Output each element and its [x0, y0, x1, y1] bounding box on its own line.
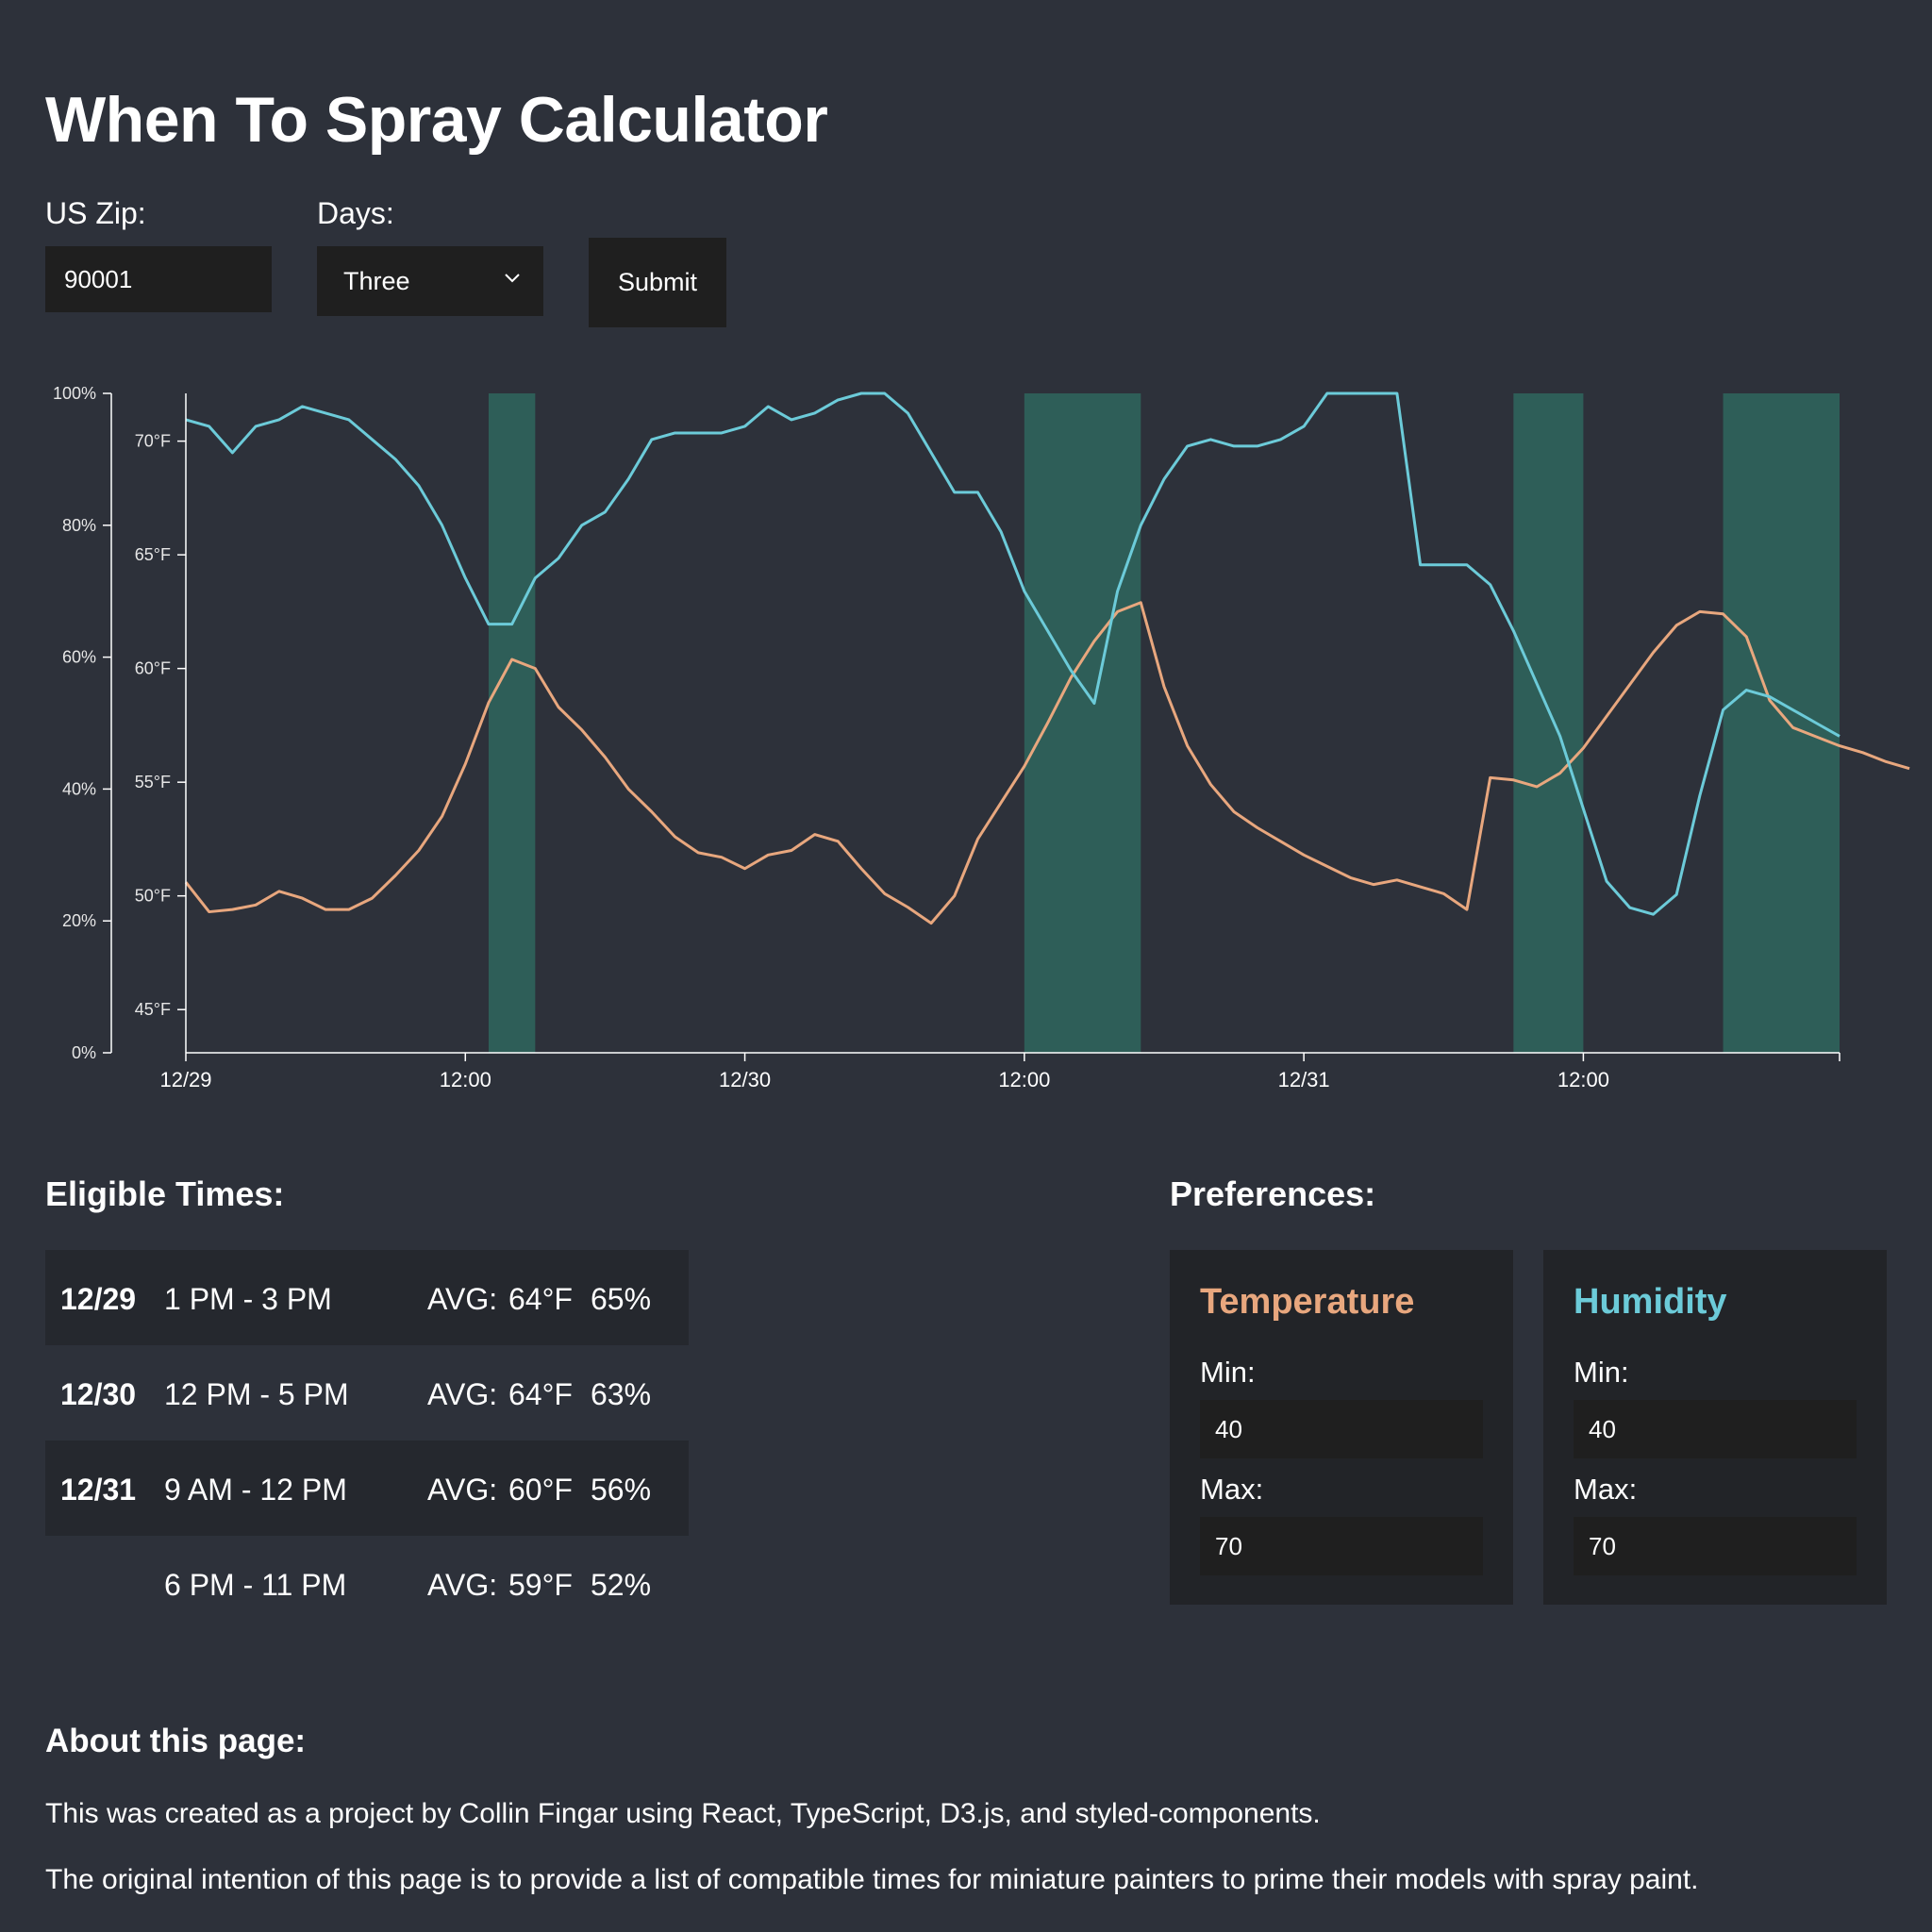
row-temp: 59°F — [508, 1568, 573, 1602]
eligible-band — [488, 393, 536, 1053]
row-temp: 60°F — [508, 1473, 573, 1507]
humidity-line — [185, 391, 1840, 916]
series-lines — [184, 391, 1910, 925]
row-range: 1 PM - 3 PM — [164, 1282, 332, 1316]
row-avg-label: AVG: — [427, 1282, 498, 1316]
row-temp: 64°F — [508, 1282, 573, 1316]
table-row: 12/31 9 AM - 12 PM AVG: 60°F 56% — [45, 1441, 689, 1536]
row-temp: 64°F — [508, 1377, 573, 1411]
temperature-tick-label: 50°F — [135, 887, 171, 906]
row-humidity: 56% — [591, 1473, 652, 1507]
hum-max-input[interactable] — [1574, 1517, 1857, 1575]
temp-max-label: Max: — [1200, 1473, 1264, 1506]
temperature-tick-label: 70°F — [135, 432, 171, 451]
temperature-title: Temperature — [1200, 1282, 1415, 1322]
about-heading: About this page: — [45, 1723, 307, 1759]
table-row: 12/29 1 PM - 3 PM AVG: 64°F 65% — [45, 1250, 689, 1345]
row-range: 9 AM - 12 PM — [164, 1473, 347, 1507]
row-range: 6 PM - 11 PM — [164, 1568, 347, 1602]
hum-min-input[interactable] — [1574, 1400, 1857, 1458]
row-humidity: 52% — [591, 1568, 652, 1602]
zip-label: US Zip: — [45, 196, 146, 230]
days-select[interactable]: Three — [317, 246, 543, 316]
humidity-tick-label: 80% — [62, 516, 96, 535]
temperature-tick-label: 65°F — [135, 545, 171, 564]
row-date: 12/30 — [60, 1377, 137, 1411]
temperature-tick-label: 55°F — [135, 773, 171, 791]
humidity-tick-label: 20% — [62, 911, 96, 930]
row-range: 12 PM - 5 PM — [164, 1377, 349, 1411]
about-paragraph-2: The original intention of this page is t… — [45, 1864, 1699, 1895]
eligible-band — [1513, 393, 1584, 1053]
row-avg-label: AVG: — [427, 1377, 498, 1411]
temperature-line — [184, 601, 1910, 925]
humidity-tick-label: 40% — [62, 779, 96, 798]
x-tick-label: 12:00 — [1557, 1068, 1609, 1091]
humidity-tick-label: 60% — [62, 648, 96, 667]
temp-min-label: Min: — [1200, 1356, 1256, 1389]
humidity-tick-label: 100% — [53, 384, 96, 403]
row-avg-label: AVG: — [427, 1568, 498, 1602]
temp-max-input[interactable] — [1200, 1517, 1483, 1575]
eligible-times-table: 12/29 1 PM - 3 PM AVG: 64°F 65% 12/30 12… — [45, 1250, 689, 1631]
x-tick-label: 12/31 — [1278, 1068, 1330, 1091]
row-date: 12/31 — [60, 1473, 137, 1507]
eligible-bands — [488, 393, 1840, 1053]
chevron-down-icon — [505, 274, 520, 283]
zip-input[interactable] — [45, 246, 272, 312]
preferences-heading: Preferences: — [1170, 1174, 1376, 1213]
x-tick-label: 12:00 — [440, 1068, 491, 1091]
table-row: 6 PM - 11 PM AVG: 59°F 52% — [45, 1536, 689, 1631]
weather-chart: 100% 80% 60% 40% 20% 0% 70°F 65°F 60°F 55°F 50°F 45… — [53, 384, 1910, 1091]
humidity-tick-label: 0% — [72, 1043, 96, 1062]
eligible-band — [1024, 393, 1141, 1053]
submit-button[interactable]: Submit — [589, 238, 726, 327]
temperature-tick-label: 45°F — [135, 1000, 171, 1019]
days-label: Days: — [317, 196, 394, 230]
row-humidity: 63% — [591, 1377, 652, 1411]
row-avg-label: AVG: — [427, 1473, 498, 1507]
x-tick-label: 12/29 — [159, 1068, 211, 1091]
chart-axes: 100% 80% 60% 40% 20% 0% 70°F 65°F 60°F 55°F 50°F 45… — [53, 384, 1840, 1091]
x-tick-label: 12:00 — [998, 1068, 1050, 1091]
page-title: When To Spray Calculator — [45, 84, 828, 156]
eligible-band — [1723, 393, 1840, 1053]
days-selected-value: Three — [343, 266, 410, 295]
temp-min-input[interactable] — [1200, 1400, 1483, 1458]
hum-min-label: Min: — [1574, 1356, 1629, 1389]
row-date: 12/29 — [60, 1282, 137, 1316]
about-paragraph-1: This was created as a project by Collin … — [45, 1798, 1321, 1829]
table-row: 12/30 12 PM - 5 PM AVG: 64°F 63% — [45, 1345, 689, 1441]
row-humidity: 65% — [591, 1282, 652, 1316]
hum-max-label: Max: — [1574, 1473, 1638, 1506]
x-tick-label: 12/30 — [719, 1068, 771, 1091]
humidity-title: Humidity — [1574, 1282, 1727, 1322]
eligible-heading: Eligible Times: — [45, 1174, 285, 1213]
humidity-preferences: Humidity Min: Max: — [1543, 1250, 1887, 1605]
temperature-tick-label: 60°F — [135, 659, 171, 678]
temperature-preferences: Temperature Min: Max: — [1170, 1250, 1513, 1605]
